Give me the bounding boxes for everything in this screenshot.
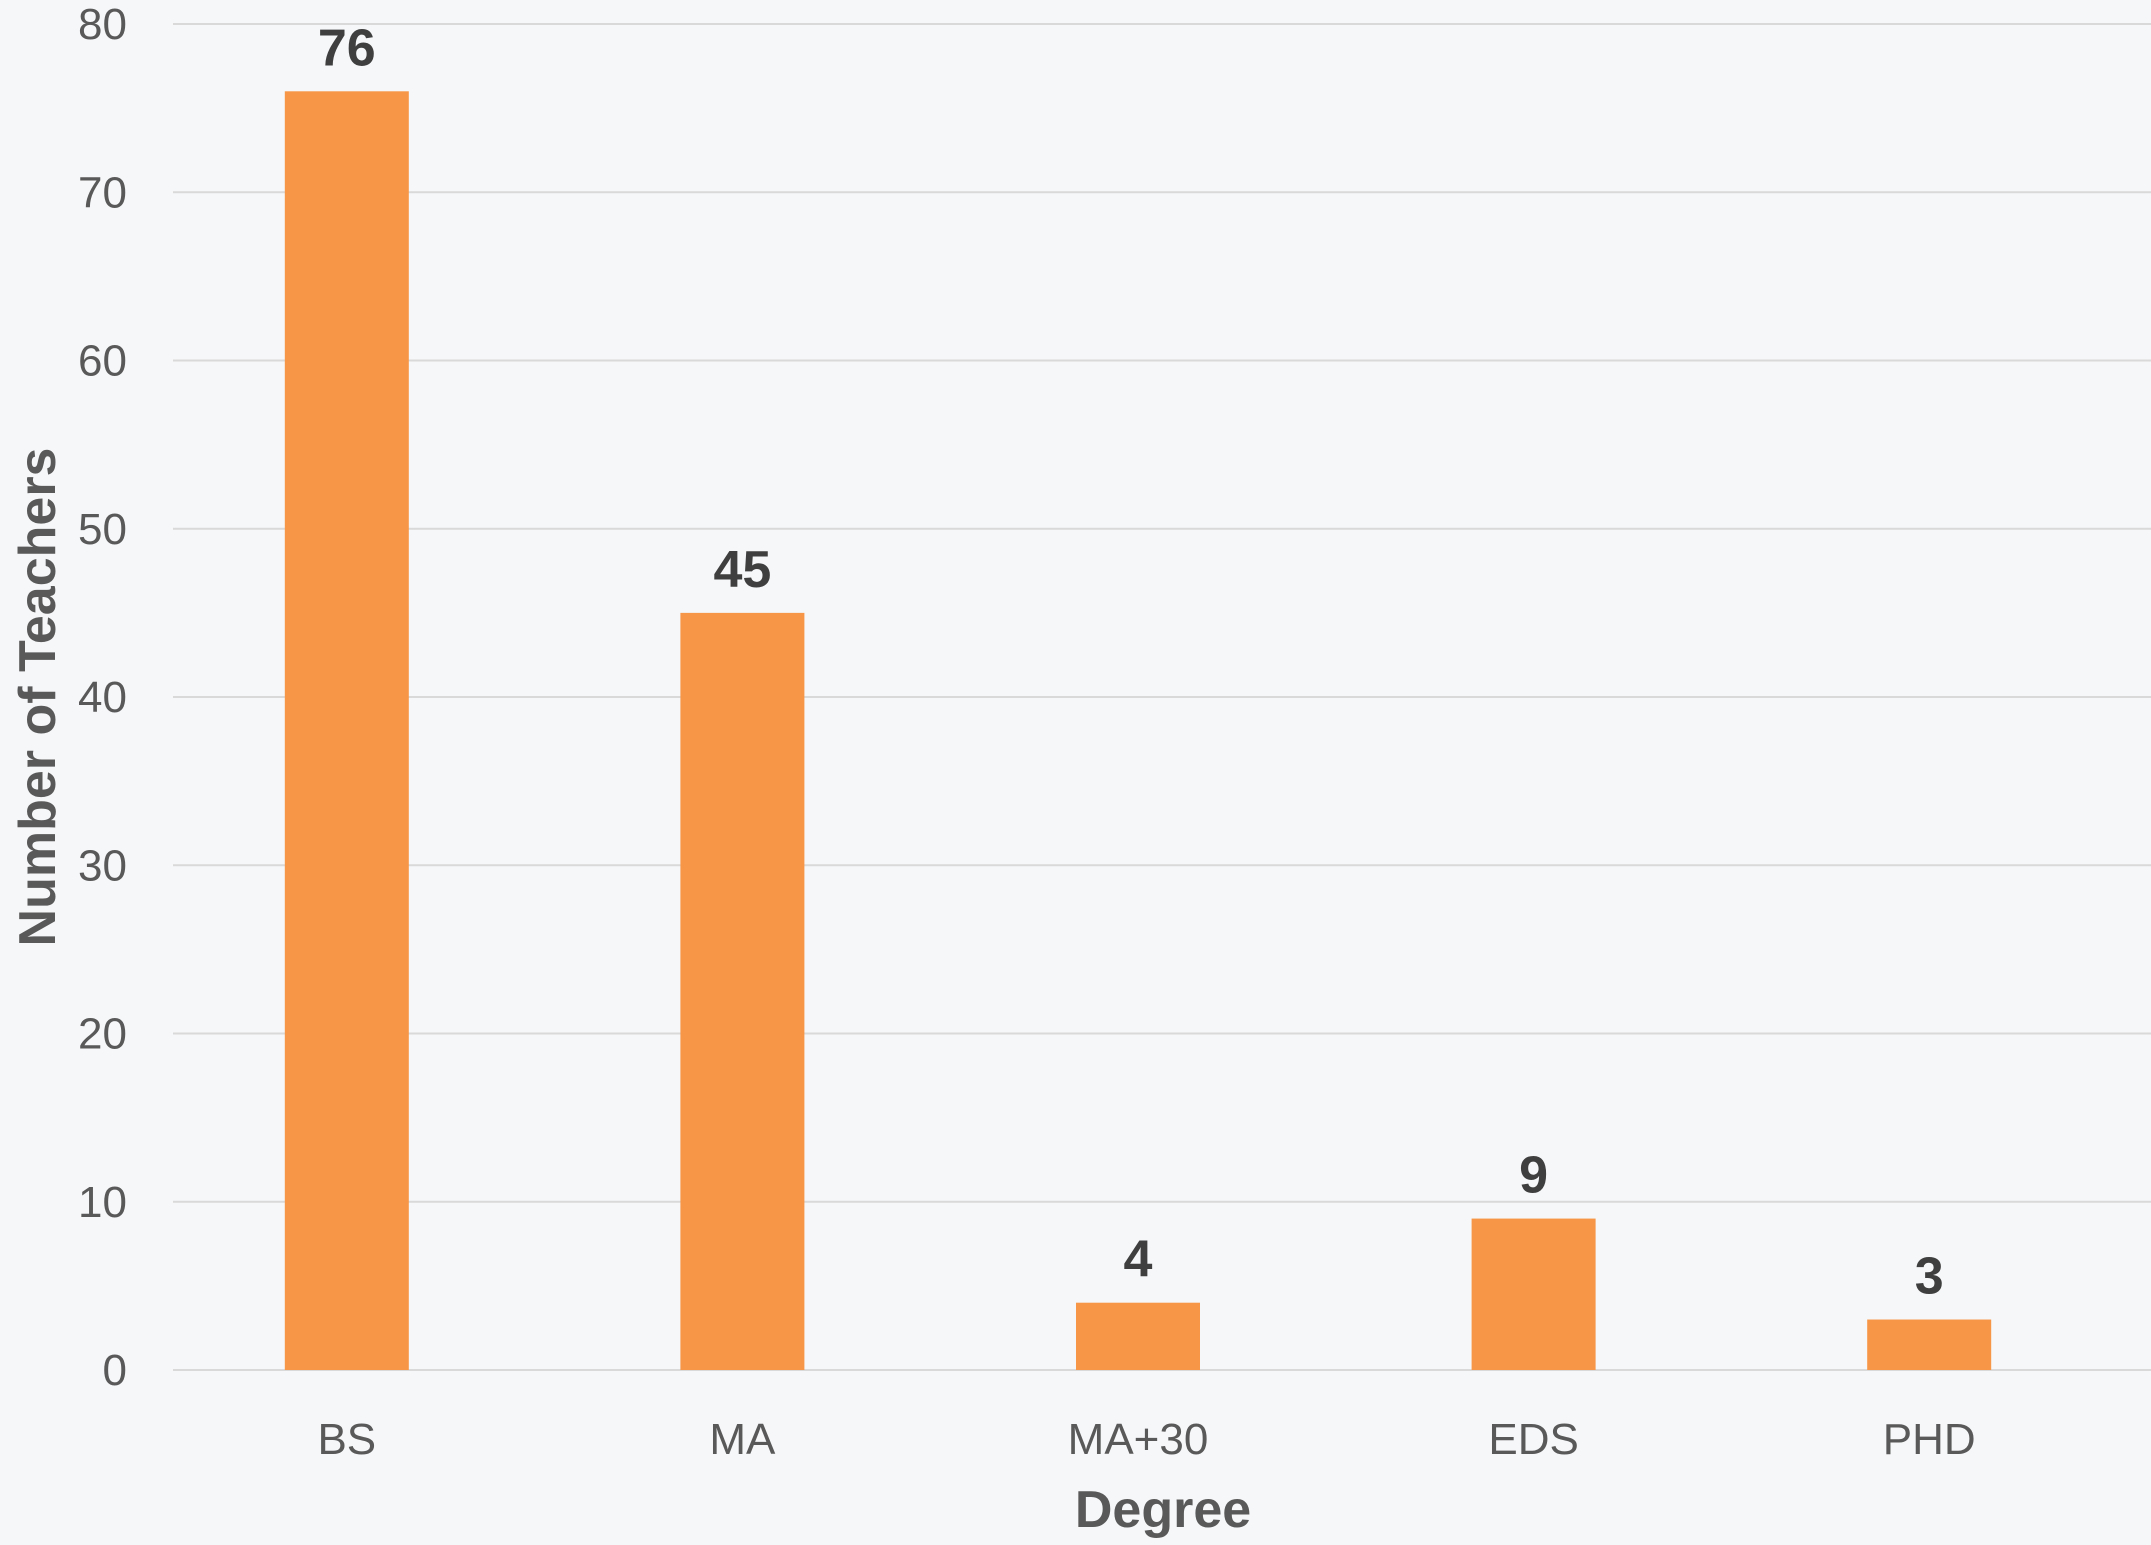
x-tick-label: BS: [317, 1415, 376, 1464]
data-label: 45: [713, 541, 771, 599]
x-axis-ticks: BS MA MA+30 EDS PHD: [317, 1415, 1975, 1464]
bar-eds: [1471, 1218, 1596, 1370]
bar-ma: [680, 612, 805, 1370]
y-tick-label: 0: [103, 1346, 127, 1395]
x-tick-label: EDS: [1488, 1415, 1578, 1464]
gridlines: [173, 23, 2151, 1371]
y-tick-label: 10: [78, 1178, 127, 1227]
x-axis-title: Degree: [1075, 1481, 1251, 1539]
data-label: 4: [1124, 1231, 1153, 1289]
y-tick-label: 40: [78, 673, 127, 722]
bars: [284, 91, 1992, 1370]
y-tick-label: 30: [78, 841, 127, 890]
y-axis-ticks: 0 10 20 30 40 50 60 70 80: [78, 0, 127, 1395]
y-tick-label: 20: [78, 1010, 127, 1059]
y-tick-label: 80: [78, 0, 127, 49]
x-tick-label: MA+30: [1068, 1415, 1209, 1464]
y-axis-title: Number of Teachers: [9, 448, 67, 947]
bar-phd: [1867, 1319, 1992, 1370]
x-tick-label: PHD: [1883, 1415, 1976, 1464]
x-tick-label: MA: [709, 1415, 776, 1464]
bar-bs: [284, 91, 409, 1370]
bar-ma-30: [1076, 1302, 1200, 1370]
data-label: 76: [318, 19, 376, 77]
y-tick-label: 60: [78, 337, 127, 386]
data-labels: 76 45 4 9 3: [318, 19, 1944, 1305]
y-tick-label: 50: [78, 505, 127, 554]
y-tick-label: 70: [78, 168, 127, 217]
data-label: 3: [1915, 1248, 1944, 1306]
data-label: 9: [1519, 1147, 1548, 1205]
